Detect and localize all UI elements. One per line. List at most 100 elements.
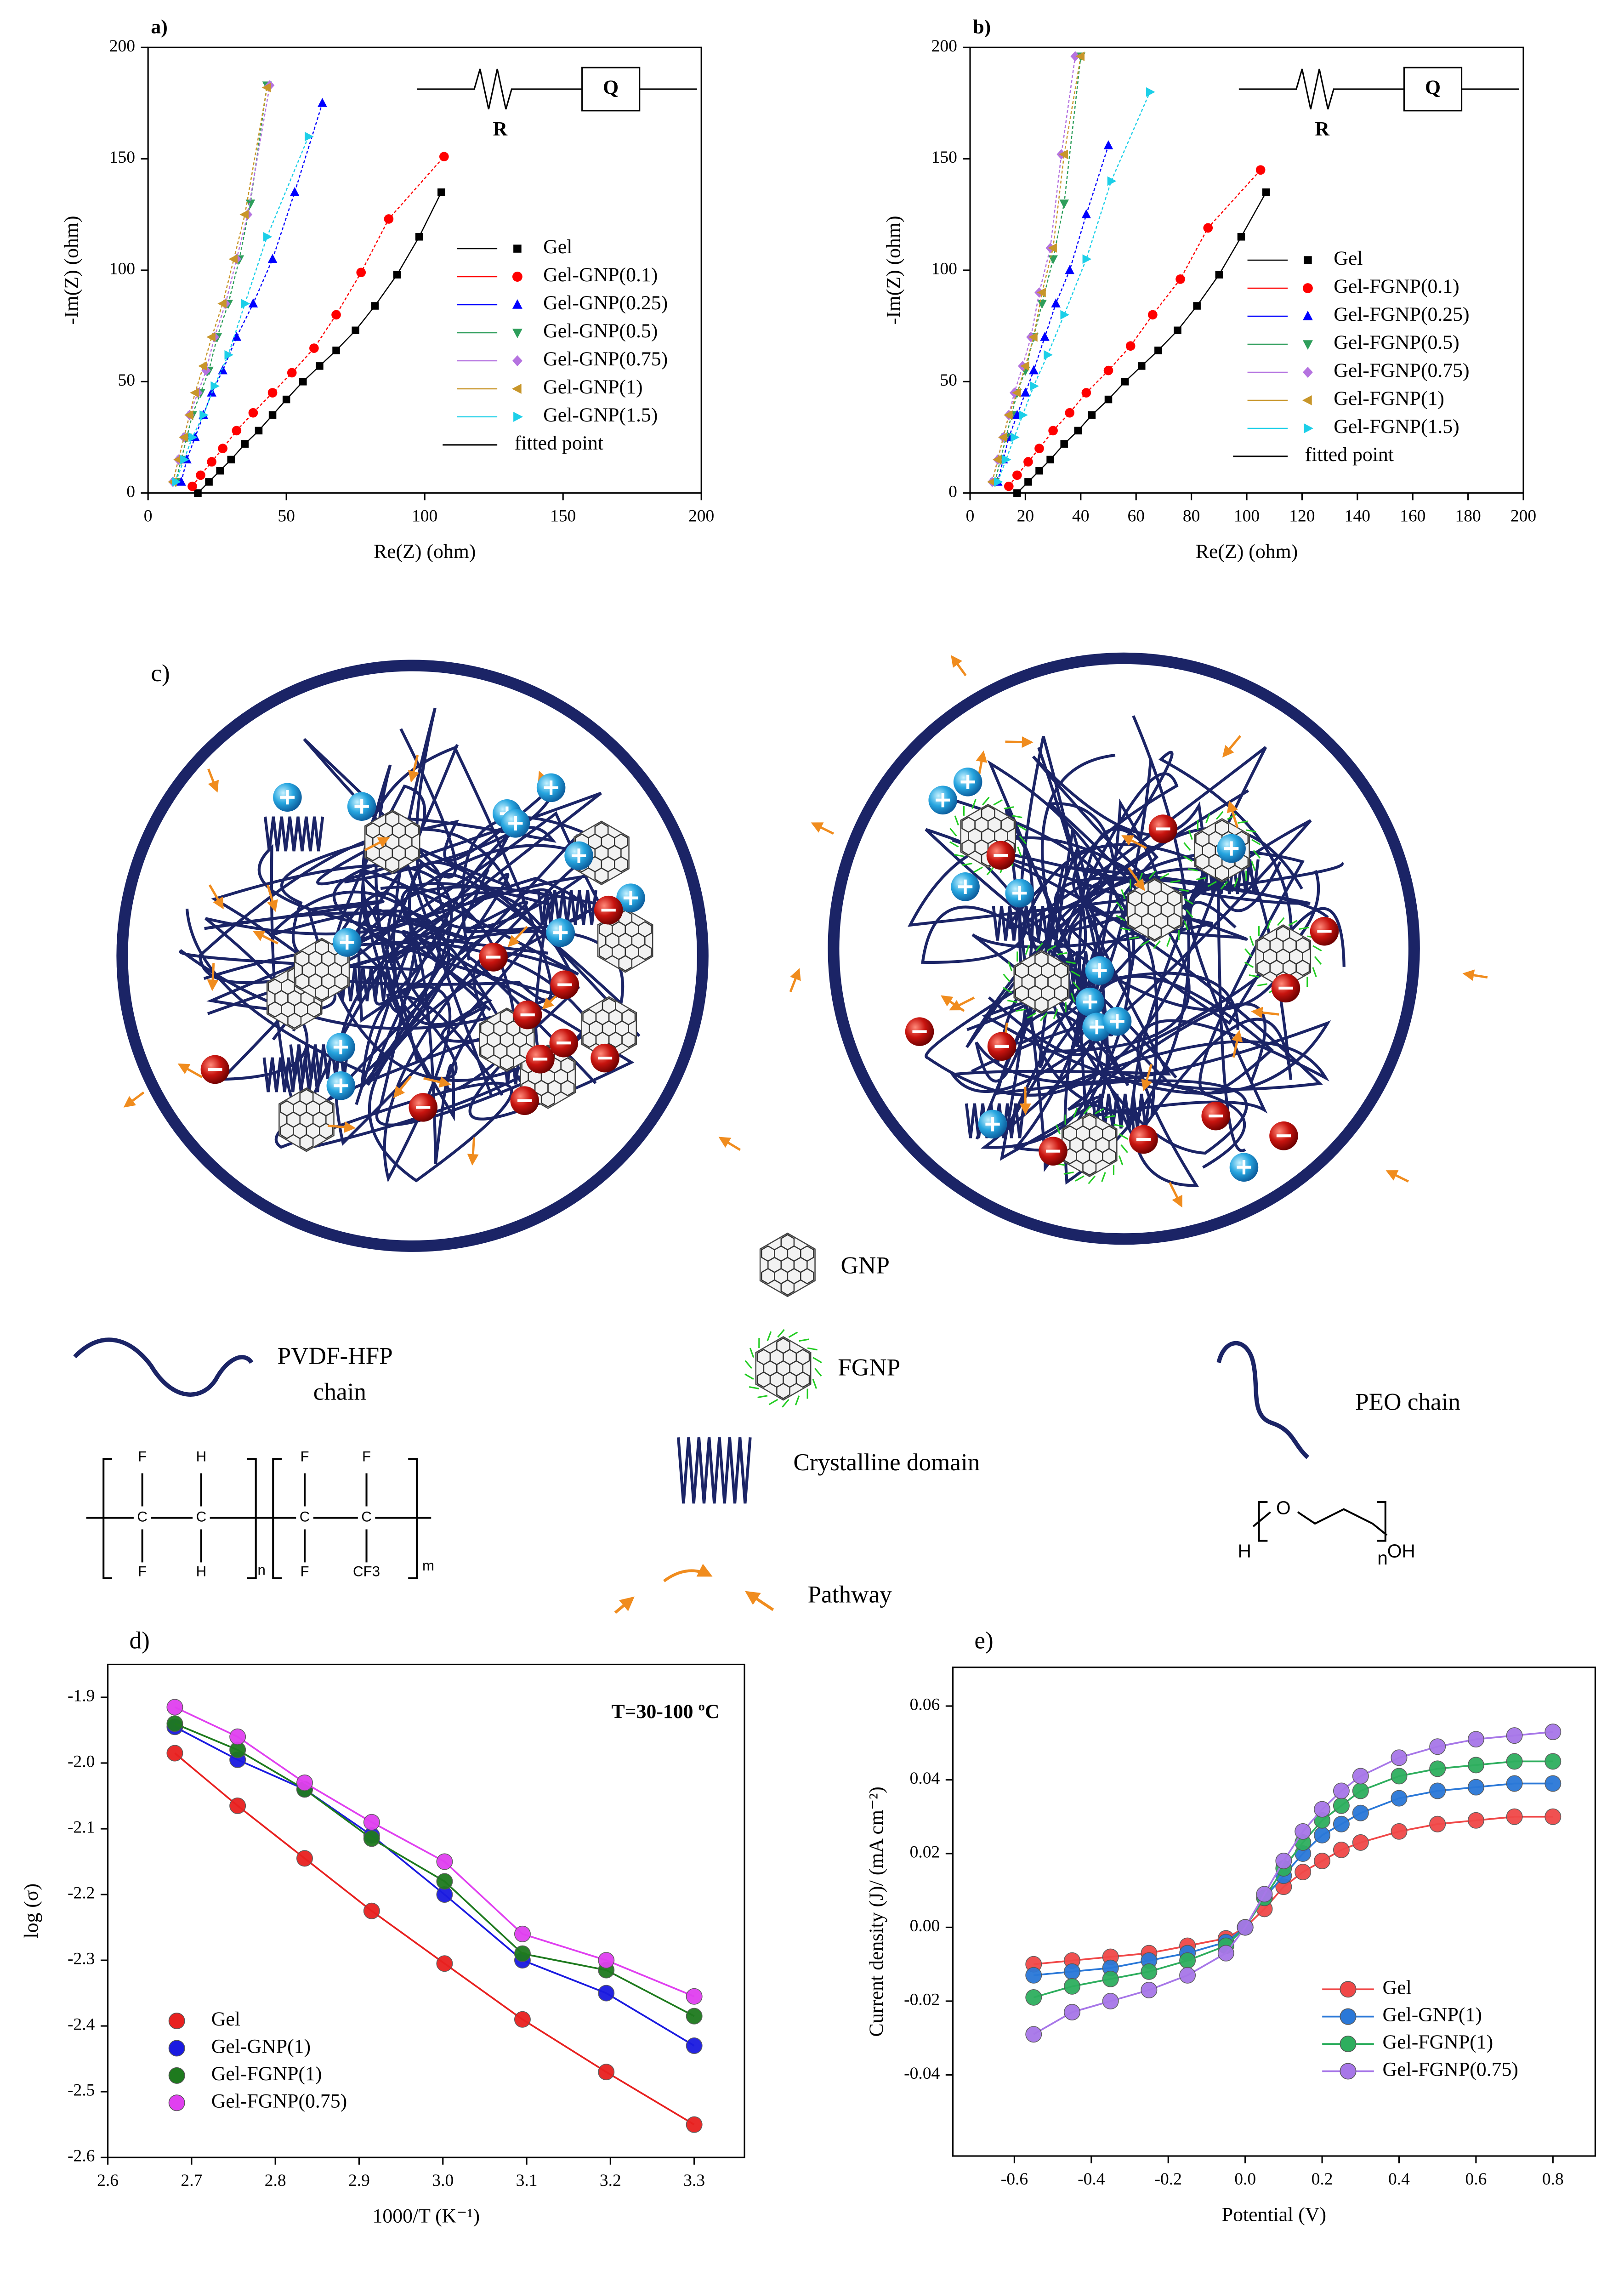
marker bbox=[261, 83, 271, 92]
graphene-ring bbox=[314, 984, 329, 1001]
pathway-arrow bbox=[1222, 735, 1242, 758]
functional-group bbox=[1159, 873, 1170, 879]
fit-line bbox=[181, 103, 323, 482]
functional-group bbox=[971, 799, 977, 809]
functional-group bbox=[1288, 920, 1298, 926]
marker bbox=[1063, 2004, 1080, 2021]
x-tick-label: 0.4 bbox=[1388, 2170, 1410, 2189]
marker bbox=[287, 368, 297, 378]
legend-label: Gel bbox=[1334, 247, 1363, 269]
marker bbox=[1314, 1853, 1331, 1869]
marker bbox=[245, 199, 256, 209]
x-tick-label: 100 bbox=[412, 506, 437, 525]
y-tick-label: -2.0 bbox=[68, 1752, 95, 1771]
marker bbox=[218, 365, 228, 375]
y-tick-label: -2.5 bbox=[68, 2081, 95, 2100]
marker bbox=[241, 299, 250, 308]
marker bbox=[1467, 1812, 1484, 1829]
circuit bbox=[1238, 68, 1519, 110]
marker bbox=[168, 2040, 185, 2057]
graphene-ring bbox=[1147, 924, 1162, 941]
functional-group bbox=[1019, 836, 1027, 844]
marker bbox=[232, 426, 242, 436]
functional-group bbox=[1119, 1133, 1129, 1140]
marker bbox=[1019, 410, 1028, 420]
pathway-arrow bbox=[467, 1137, 479, 1166]
marker bbox=[318, 98, 327, 107]
graphene-ring bbox=[404, 845, 419, 862]
legend-label: Gel-FGNP(1.5) bbox=[1334, 415, 1459, 438]
marker bbox=[268, 411, 277, 419]
x-tick-label: 0 bbox=[966, 506, 975, 525]
gnp-label: GNP bbox=[841, 1252, 890, 1279]
marker bbox=[1075, 51, 1085, 61]
graphene-ring bbox=[1102, 1148, 1116, 1165]
x-tick-label: 0 bbox=[144, 506, 153, 525]
functional-group bbox=[767, 1331, 772, 1342]
pathway-arrow bbox=[1169, 1182, 1182, 1208]
x-tick-label: 0.8 bbox=[1542, 2170, 1564, 2189]
formula-atom: H bbox=[196, 1564, 207, 1580]
marker bbox=[384, 214, 394, 224]
graphene-ring bbox=[307, 1001, 321, 1018]
marker bbox=[393, 271, 401, 279]
x-tick-label: -0.2 bbox=[1155, 2170, 1182, 2189]
marker bbox=[168, 2067, 185, 2084]
pathway-arrow bbox=[267, 884, 278, 912]
pvdf-label: PVDF-HFP bbox=[278, 1343, 393, 1370]
x-tick-label: 100 bbox=[1234, 506, 1260, 525]
functional-group bbox=[986, 866, 994, 876]
marker bbox=[1304, 256, 1312, 264]
marker bbox=[1352, 1768, 1369, 1785]
functional-group bbox=[782, 1399, 789, 1408]
functional-group bbox=[1187, 868, 1198, 871]
functional-group bbox=[799, 1338, 809, 1342]
legend-label: Gel-GNP(1.5) bbox=[543, 404, 658, 426]
x-axis-label: Re(Z) (ohm) bbox=[374, 540, 476, 563]
marker bbox=[1063, 1963, 1080, 1980]
marker bbox=[1025, 1967, 1042, 1984]
legend-label: Gel-GNP(1) bbox=[1383, 2004, 1482, 2026]
y-tick-label: 150 bbox=[109, 148, 135, 167]
x-tick-label: 40 bbox=[1072, 506, 1090, 525]
circuit-label: Q bbox=[603, 76, 619, 98]
panel-label: a) bbox=[151, 16, 167, 38]
marker bbox=[686, 1988, 703, 2005]
marker bbox=[194, 489, 202, 497]
functional-group bbox=[1116, 901, 1124, 910]
marker bbox=[987, 477, 996, 487]
marker bbox=[1063, 1978, 1080, 1995]
marker bbox=[1081, 209, 1091, 219]
x-tick-label: 2.8 bbox=[265, 2171, 286, 2190]
pathway-arrow bbox=[1462, 969, 1488, 981]
legend-label: Gel bbox=[1383, 1976, 1412, 1998]
marker bbox=[166, 1745, 183, 1762]
functional-group bbox=[1113, 1124, 1124, 1127]
x-tick-label: -0.6 bbox=[1001, 2170, 1028, 2189]
marker bbox=[1391, 1790, 1408, 1807]
pathway-arrow bbox=[718, 1137, 741, 1151]
marker bbox=[513, 245, 522, 253]
marker bbox=[436, 1853, 453, 1870]
peo-formula-lines bbox=[1252, 1501, 1388, 1542]
marker bbox=[299, 378, 307, 386]
y-tick-label: 100 bbox=[109, 260, 135, 279]
marker bbox=[188, 432, 198, 442]
marker bbox=[176, 477, 186, 486]
functional-group bbox=[1148, 870, 1156, 879]
pathway-arrow bbox=[1121, 835, 1147, 849]
legend-label: Gel-GNP(0.75) bbox=[543, 348, 668, 370]
functional-group bbox=[1253, 850, 1261, 859]
atom-bg bbox=[296, 1509, 313, 1527]
marker bbox=[1074, 427, 1082, 435]
functional-group bbox=[814, 1368, 822, 1377]
crystalline-domain bbox=[992, 905, 1052, 941]
marker bbox=[1304, 423, 1313, 433]
graphene-ring bbox=[795, 1371, 810, 1388]
x-tick-label: 2.9 bbox=[348, 2171, 370, 2190]
functional-group bbox=[1246, 829, 1256, 833]
marker bbox=[179, 432, 188, 442]
marker bbox=[282, 395, 290, 404]
functional-group bbox=[954, 815, 959, 826]
